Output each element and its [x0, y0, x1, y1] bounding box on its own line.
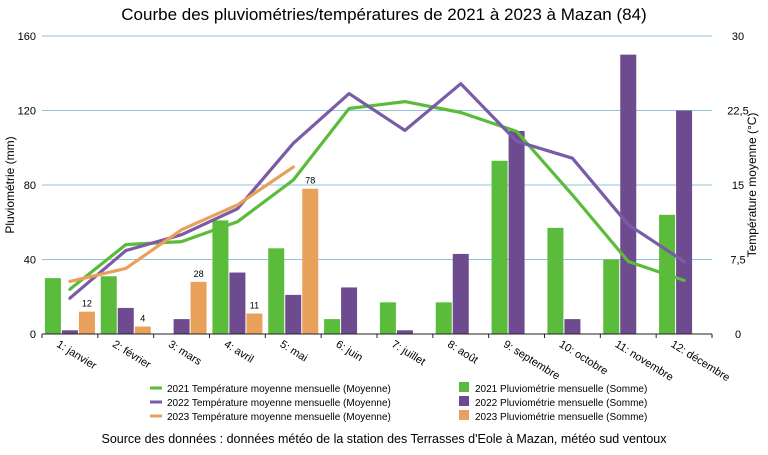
bar [435, 302, 452, 334]
y2-tick-label: 0 [735, 329, 741, 341]
y-axis-label: Pluviométrie (mm) [3, 136, 17, 233]
bar [324, 319, 341, 334]
data-label: 28 [194, 269, 204, 279]
y2-tick-label: 30 [732, 31, 744, 43]
temperature-line [68, 82, 686, 300]
x-tick-label: 7: juillet [389, 338, 427, 368]
legend-label: 2022 Pluviométrie mensuelle (Somme) [475, 398, 647, 409]
line-series-group [68, 82, 686, 300]
x-tick-label: 11: novembre [613, 338, 676, 383]
legend-label: 2022 Température moyenne mensuelle (Moye… [167, 398, 391, 409]
bar [603, 259, 620, 334]
legend: 2021 Température moyenne mensuelle (Moye… [150, 382, 647, 423]
legend-bar-swatch [459, 382, 469, 392]
bar [134, 326, 151, 334]
bar [100, 276, 117, 334]
x-tick-label: 9: septembre [501, 338, 562, 382]
x-tick-label: 3: mars [166, 338, 204, 368]
x-tick-label: 8: août [445, 338, 480, 366]
legend-label: 2023 Pluviométrie mensuelle (Somme) [475, 412, 647, 423]
bar [78, 311, 95, 334]
temperature-line [68, 165, 295, 283]
chart-title: Courbe des pluviométries/températures de… [121, 5, 646, 24]
bar [246, 313, 263, 334]
bar [212, 220, 229, 334]
bar [508, 130, 525, 334]
bar [61, 330, 78, 334]
y-tick-label: 120 [18, 106, 36, 118]
legend-label: 2023 Température moyenne mensuelle (Moye… [167, 412, 391, 423]
bar [547, 227, 564, 334]
bar [229, 272, 246, 334]
bar [491, 160, 508, 334]
legend-label: 2021 Pluviométrie mensuelle (Somme) [475, 384, 647, 395]
x-tick-label: 2: février [110, 338, 153, 371]
y2-tick-label: 7,5 [730, 255, 745, 267]
x-tick-label: 4: avril [222, 338, 256, 365]
y-tick-label: 0 [30, 329, 36, 341]
data-label: 78 [305, 176, 315, 186]
data-label: 4 [140, 314, 145, 324]
source-note: Source des données : données météo de la… [101, 432, 667, 446]
x-tick-label: 12: décembre [668, 338, 731, 384]
bar [268, 248, 285, 334]
x-tick-label: 6: juin [333, 338, 364, 364]
y-tick-label: 160 [18, 31, 36, 43]
bar [379, 302, 396, 334]
bar [452, 253, 469, 334]
bar [676, 110, 693, 334]
bar [341, 287, 358, 334]
y2-tick-label: 22,5 [727, 106, 748, 118]
bar-series-group [44, 54, 693, 334]
data-labels-group: 12 4 28 11 78 [82, 176, 315, 324]
data-label: 12 [82, 299, 92, 309]
y2-tick-label: 15 [732, 180, 744, 192]
bar [285, 294, 302, 334]
bar [190, 281, 207, 334]
legend-bar-swatch [459, 396, 469, 406]
bar [302, 188, 319, 334]
bar [173, 319, 190, 334]
data-label: 11 [250, 301, 259, 311]
bar [620, 54, 637, 334]
bar [117, 307, 134, 334]
bar [44, 278, 61, 334]
y2-axis-label: Température moyenne (°C) [745, 113, 759, 258]
x-tick-label: 5: mai [278, 338, 310, 364]
bar [564, 319, 581, 334]
y-tick-label: 40 [24, 255, 36, 267]
legend-bar-swatch [459, 410, 469, 420]
legend-label: 2021 Température moyenne mensuelle (Moye… [167, 384, 391, 395]
gridlines [42, 35, 712, 260]
bar [396, 330, 413, 334]
x-tick-label: 1: janvier [54, 338, 98, 372]
y-tick-label: 80 [24, 180, 36, 192]
x-tick-label: 10: octobre [557, 338, 610, 377]
temperature-line [68, 99, 686, 291]
